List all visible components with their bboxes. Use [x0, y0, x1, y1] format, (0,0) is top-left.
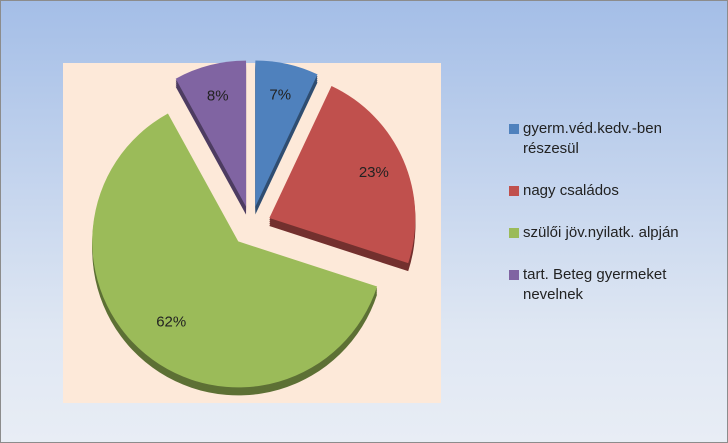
legend-item: gyerm.véd.kedv.-ben részesül [509, 119, 714, 159]
data-label: 23% [359, 164, 389, 181]
legend-swatch [509, 186, 519, 196]
legend-swatch [509, 124, 519, 134]
legend-item: szülői jöv.nyilatk. alpján [509, 223, 714, 243]
data-label: 7% [269, 86, 291, 103]
legend: gyerm.véd.kedv.-ben részesül nagy családo… [509, 119, 714, 327]
data-label: 62% [156, 313, 186, 330]
legend-swatch [509, 270, 519, 280]
slice [92, 113, 378, 388]
slice [175, 60, 247, 207]
legend-label: nagy családos [523, 182, 619, 199]
data-label: 8% [207, 87, 229, 104]
legend-label: szülői jöv.nyilatk. alpján [523, 224, 679, 241]
legend-item: nagy családos [509, 181, 714, 201]
legend-label: gyerm.véd.kedv.-ben részesül [523, 120, 662, 157]
slice [255, 60, 318, 207]
legend-swatch [509, 228, 519, 238]
slice [269, 85, 416, 264]
legend-label: tart. Beteg gyermeket nevelnek [523, 266, 667, 303]
legend-item: tart. Beteg gyermeket nevelnek [509, 265, 714, 305]
